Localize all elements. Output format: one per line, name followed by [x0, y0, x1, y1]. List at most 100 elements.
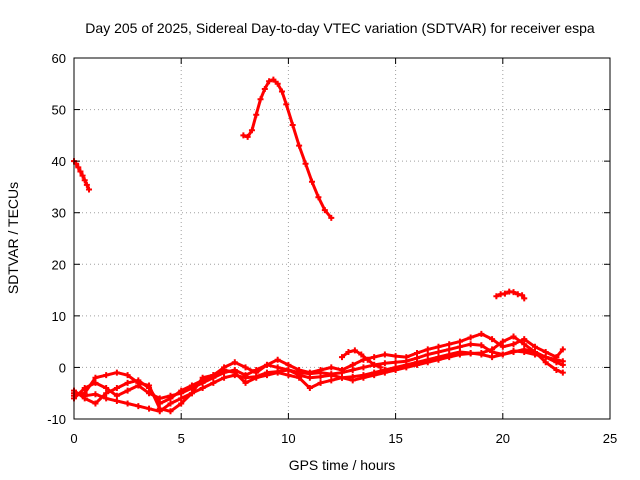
- y-tick-label: 20: [52, 257, 66, 272]
- y-tick-label: 50: [52, 103, 66, 118]
- data-point: [351, 347, 358, 354]
- data-point: [392, 359, 399, 366]
- data-point: [559, 346, 566, 353]
- data-point: [167, 400, 174, 407]
- data-point: [248, 127, 255, 134]
- data-point: [210, 372, 217, 379]
- chart-title: Day 205 of 2025, Sidereal Day-to-day VTE…: [85, 20, 595, 36]
- data-point: [478, 330, 485, 337]
- data-point: [478, 342, 485, 349]
- data-point: [489, 336, 496, 343]
- data-point: [124, 379, 131, 386]
- data-point: [521, 295, 528, 302]
- series-arc-3: [493, 288, 528, 302]
- data-point: [302, 160, 309, 167]
- data-point: [306, 385, 313, 392]
- x-axis-label: GPS time / hours: [289, 457, 396, 473]
- data-point: [559, 361, 566, 368]
- data-point: [489, 354, 496, 361]
- data-point: [531, 343, 538, 350]
- series-trace-d: [71, 333, 566, 415]
- data-point: [467, 334, 474, 341]
- data-point: [274, 364, 281, 371]
- data-point: [381, 351, 388, 358]
- data-point: [435, 348, 442, 355]
- data-point: [403, 364, 410, 371]
- data-point: [231, 359, 238, 366]
- data-point: [553, 367, 560, 374]
- data-point: [456, 343, 463, 350]
- data-point: [435, 343, 442, 350]
- data-point: [446, 354, 453, 361]
- data-point: [253, 374, 260, 381]
- y-tick-label: 40: [52, 154, 66, 169]
- data-point: [446, 346, 453, 353]
- data-point: [242, 379, 249, 386]
- x-tick-labels: 0 5 10 15 20 25: [70, 431, 617, 446]
- data-point: [414, 361, 421, 368]
- data-point: [499, 343, 506, 350]
- data-point: [86, 186, 93, 193]
- data-point: [81, 177, 88, 184]
- data-point: [467, 350, 474, 357]
- data-point: [328, 372, 335, 379]
- data-point: [317, 373, 324, 380]
- data-point: [266, 78, 273, 85]
- data-point: [377, 364, 384, 371]
- data-point: [349, 361, 356, 368]
- data-point: [392, 367, 399, 374]
- data-point: [278, 88, 285, 95]
- data-point: [242, 364, 249, 371]
- data-point: [270, 76, 277, 83]
- data-point: [167, 408, 174, 415]
- data-point: [263, 372, 270, 379]
- data-point: [75, 164, 82, 171]
- data-point: [339, 354, 345, 361]
- data-point: [510, 333, 517, 340]
- data-point: [371, 372, 378, 379]
- data-point: [501, 290, 508, 297]
- data-point: [321, 207, 328, 214]
- data-point: [542, 348, 549, 355]
- data-point: [478, 349, 485, 356]
- y-tick-label: 10: [52, 309, 66, 324]
- data-point: [349, 367, 356, 374]
- data-point: [253, 369, 260, 376]
- data-point: [531, 348, 538, 355]
- x-tick-label: 15: [388, 431, 402, 446]
- data-point: [103, 372, 110, 379]
- data-point: [77, 168, 84, 175]
- data-point: [519, 292, 526, 299]
- data-point: [113, 392, 120, 399]
- data-point: [317, 379, 324, 386]
- data-point: [178, 395, 185, 402]
- data-point: [285, 361, 292, 368]
- data-point: [349, 377, 356, 384]
- data-point: [283, 101, 290, 108]
- data-point: [92, 400, 99, 407]
- data-point: [328, 377, 335, 384]
- data-point: [521, 341, 528, 348]
- data-point: [510, 289, 517, 296]
- data-point: [103, 385, 110, 392]
- data-point: [210, 379, 217, 386]
- data-point: [188, 382, 195, 389]
- data-point: [242, 372, 249, 379]
- x-tick-label: 20: [496, 431, 510, 446]
- data-point: [456, 338, 463, 345]
- data-point: [317, 367, 324, 374]
- data-point: [328, 364, 335, 371]
- data-point: [296, 142, 303, 149]
- data-point: [124, 387, 131, 394]
- y-tick-labels: -10 0 10 20 30 40 50 60: [47, 51, 66, 427]
- data-point: [339, 374, 345, 381]
- data-point: [274, 356, 281, 363]
- series-trace-e: [339, 347, 384, 371]
- data-point: [381, 360, 388, 367]
- data-point: [360, 374, 367, 381]
- data-point: [79, 172, 86, 179]
- data-point: [257, 96, 264, 103]
- data-point: [414, 349, 421, 356]
